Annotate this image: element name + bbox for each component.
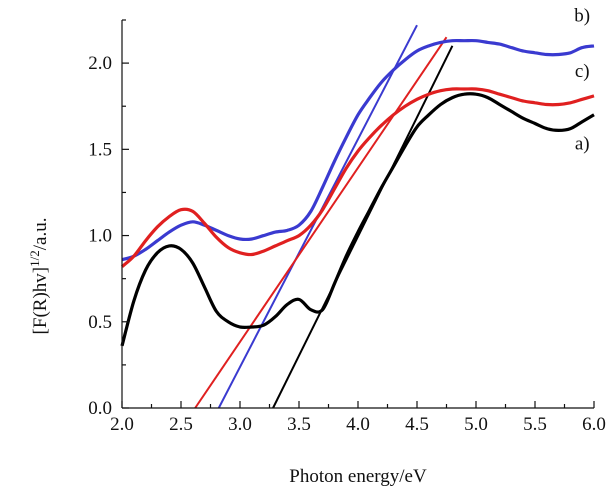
- x-axis-title: Photon energy/eV: [289, 466, 427, 487]
- plot-area: 2.0 2.5 3.0 3.5 4.0 4.5 5.0 5.5 6.0 0.0 0.5 1.0 1.5…: [88, 6, 606, 435]
- data-curves: [120, 38, 595, 347]
- curve-label: c): [575, 61, 590, 82]
- y-tick-label: 0.5: [88, 312, 112, 333]
- series-line: [121, 38, 595, 262]
- tangent-lines: [194, 24, 454, 409]
- x-tick-label: 3.0: [228, 414, 252, 435]
- curve-labels: b) c) a): [574, 6, 590, 155]
- y-tick-label: 1.0: [88, 226, 112, 247]
- axes: [121, 20, 594, 409]
- curve-label: b): [574, 6, 590, 27]
- x-tick-label: 2.5: [169, 414, 193, 435]
- series-line: [120, 92, 595, 347]
- x-tick-label: 4.0: [346, 414, 370, 435]
- x-tick-label: 6.0: [582, 414, 606, 435]
- y-axis-title-main: [F(R)hv]: [30, 267, 51, 335]
- y-axis-title: [F(R)hv]1/2/a.u.: [27, 218, 51, 335]
- y-tick-label: 2.0: [88, 53, 112, 74]
- y-ticks: 0.0 0.5 1.0 1.5 2.0: [88, 19, 129, 419]
- y-axis-title-tail: /a.u.: [30, 218, 51, 251]
- tangent-line: [194, 36, 448, 409]
- x-tick-label: 4.5: [405, 414, 429, 435]
- y-tick-label: 0.0: [88, 398, 112, 419]
- curve-label: a): [575, 133, 590, 154]
- y-tick-label: 1.5: [88, 139, 112, 160]
- x-tick-label: 2.0: [110, 414, 134, 435]
- x-tick-label: 3.5: [287, 414, 311, 435]
- x-tick-label: 5.0: [464, 414, 488, 435]
- tangent-line: [272, 45, 454, 409]
- x-ticks: 2.0 2.5 3.0 3.5 4.0 4.5 5.0 5.5 6.0: [110, 401, 606, 435]
- y-axis-title-sup: 1/2: [27, 250, 42, 267]
- series-line: [120, 87, 595, 268]
- x-tick-label: 5.5: [523, 414, 547, 435]
